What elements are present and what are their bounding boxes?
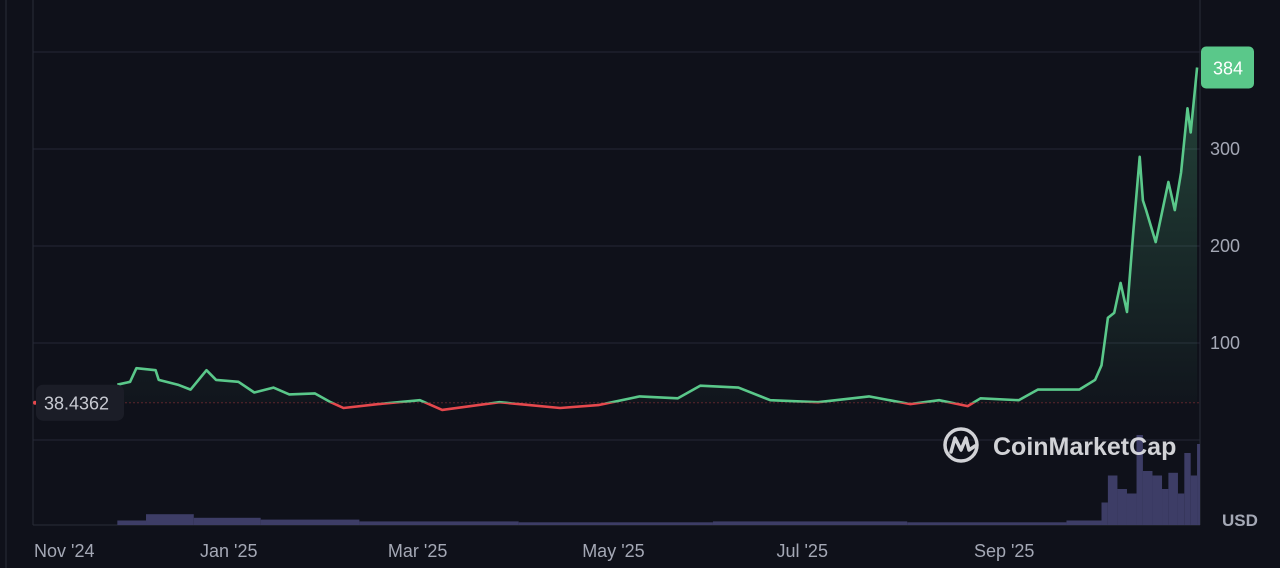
x-tick-label: Nov '24 bbox=[34, 541, 94, 561]
volume-bar bbox=[193, 517, 261, 525]
volume-bar bbox=[1117, 489, 1127, 525]
y-axis-ticks: 100 200 300 bbox=[1210, 139, 1240, 353]
volume-bar bbox=[146, 514, 194, 525]
volume-bar bbox=[1126, 493, 1137, 525]
price-area-fill bbox=[117, 67, 1198, 403]
baseline-label: 38.4362 bbox=[33, 384, 124, 421]
volume-bar bbox=[1190, 475, 1198, 525]
volume-bar bbox=[359, 521, 519, 525]
volume-bar bbox=[1107, 475, 1118, 525]
price-points bbox=[117, 67, 1197, 410]
volume-bar bbox=[1152, 475, 1163, 525]
baseline-value: 38.4362 bbox=[44, 394, 109, 414]
volume-bar bbox=[518, 522, 713, 525]
volume-bar bbox=[1184, 453, 1191, 525]
volume-bar bbox=[1066, 520, 1102, 525]
x-tick-label: Mar '25 bbox=[388, 541, 447, 561]
current-price-badge: 384 bbox=[1201, 46, 1254, 89]
x-axis-ticks: Nov '24 Jan '25 Mar '25 May '25 Jul '25 Sep '… bbox=[34, 541, 1034, 561]
volume-bar bbox=[1136, 435, 1143, 525]
x-tick-label: Sep '25 bbox=[974, 541, 1035, 561]
volume-bar bbox=[907, 522, 1067, 525]
current-price-value: 384 bbox=[1213, 59, 1243, 79]
volume-bar bbox=[1142, 471, 1153, 525]
y-tick-label: 200 bbox=[1210, 236, 1240, 256]
volume-bar bbox=[117, 520, 147, 525]
coinmarketcap-logo-icon bbox=[943, 427, 979, 463]
y-tick-label: 100 bbox=[1210, 333, 1240, 353]
watermark-text: CoinMarketCap bbox=[993, 433, 1176, 461]
price-line-above-baseline bbox=[117, 67, 1199, 403]
coinmarketcap-logo-mark bbox=[949, 436, 977, 454]
currency-label: USD bbox=[1222, 511, 1258, 530]
volume-bars bbox=[117, 435, 1200, 525]
current-price-box bbox=[1201, 46, 1254, 89]
x-tick-label: Jul '25 bbox=[776, 541, 827, 561]
x-tick-label: May '25 bbox=[582, 541, 644, 561]
volume-bar bbox=[1197, 444, 1200, 525]
x-tick-label: Jan '25 bbox=[200, 541, 257, 561]
volume-bar bbox=[1177, 493, 1185, 525]
volume-bar bbox=[1168, 472, 1178, 525]
y-tick-label: 300 bbox=[1210, 139, 1240, 159]
gridlines bbox=[33, 51, 1200, 441]
volume-bar bbox=[712, 521, 908, 525]
price-line-below-baseline bbox=[328, 402, 976, 412]
volume-bar bbox=[1101, 502, 1108, 525]
baseline-label-box bbox=[36, 384, 124, 421]
volume-bar bbox=[260, 519, 360, 525]
volume-bar bbox=[1162, 489, 1169, 525]
coinmarketcap-watermark: CoinMarketCap bbox=[943, 427, 1176, 463]
